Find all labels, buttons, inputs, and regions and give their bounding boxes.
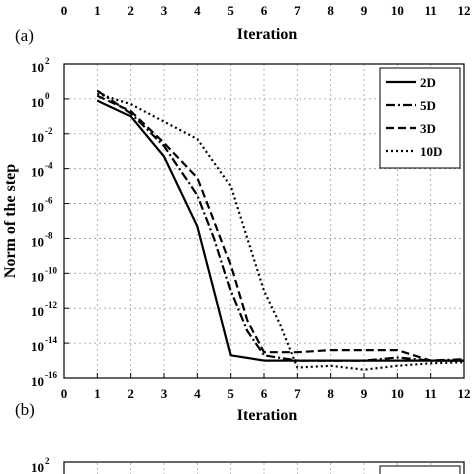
y-tick-label: 10 -12	[31, 300, 57, 319]
top-x-tick-label: 1	[94, 3, 101, 18]
top-x-tick-labels: 0 1 2 3 4 5 6 7 8 9 10 11 12	[61, 3, 471, 18]
y-tick-label: 10 -2	[31, 126, 53, 145]
y-tick-label: 10 -14	[31, 335, 57, 354]
y-tick-exponent: -14	[45, 335, 57, 345]
top-x-tick-label: 4	[194, 3, 201, 18]
y-tick-exponent: -10	[45, 265, 57, 275]
legend-label-10d: 10D	[420, 144, 442, 159]
grid-lines	[64, 64, 464, 378]
panel-label-b: (b)	[15, 400, 35, 419]
top-x-tick-label: 8	[327, 3, 334, 18]
x-tick-label: 4	[194, 386, 201, 401]
y-tick-label: 10 2	[31, 56, 50, 75]
y-tick-label: 10 -16	[31, 370, 57, 389]
y-tick-base: 10	[31, 60, 44, 75]
top-axis-label: Iteration	[237, 26, 298, 43]
y-tick-base: 10	[31, 130, 44, 145]
y-tick-base: 10	[31, 304, 44, 319]
top-x-tick-label: 2	[127, 3, 134, 18]
y-tick-label: 10 -8	[31, 230, 53, 249]
x-tick-label: 0	[61, 386, 68, 401]
panel-b-frame	[63, 461, 465, 474]
top-x-tick-label: 7	[294, 3, 301, 18]
legend-label-3d: 3D	[420, 121, 436, 136]
y-tick-base: 10	[31, 95, 44, 110]
legend: 2D 5D 3D 10D	[379, 67, 461, 169]
series-line-2d	[96, 99, 464, 362]
series-line-10d	[96, 92, 465, 371]
panel-label-a: (a)	[15, 26, 34, 45]
x-tick-label: 2	[127, 386, 134, 401]
top-x-tick-label: 5	[227, 3, 234, 18]
top-x-tick-label: 11	[425, 3, 437, 18]
series-line-5d	[96, 89, 465, 362]
y-tick-label: 10 -4	[31, 161, 53, 180]
x-tick-label: 12	[458, 386, 471, 401]
y-tick-exponent: 0	[45, 91, 50, 101]
y-tick-exponent: -4	[45, 161, 53, 171]
panel-b-y-tick: 10 2	[31, 456, 50, 474]
x-tick-label: 9	[361, 386, 368, 401]
x-tick-label: 1	[94, 386, 101, 401]
y-tick-exponent: -6	[45, 196, 53, 206]
top-x-tick-label: 0	[61, 3, 68, 18]
top-x-tick-label: 12	[458, 3, 471, 18]
legend-label-2d: 2D	[420, 75, 436, 90]
y-tick-exponent: 2	[45, 56, 50, 66]
svg-text:10: 10	[31, 460, 44, 474]
y-tick-base: 10	[31, 374, 44, 389]
x-axis-label: Iteration	[237, 407, 298, 424]
x-tick-labels: 0 1 2 3 4 5 6 7 8 9 10 11 12	[61, 373, 471, 401]
x-tick-label: 5	[227, 386, 234, 401]
x-tick-label: 3	[161, 386, 168, 401]
y-tick-base: 10	[31, 200, 44, 215]
y-tick-exponent: -12	[45, 300, 57, 310]
y-tick-exponent: -2	[45, 126, 53, 136]
y-tick-label: 10 -10	[31, 265, 57, 284]
x-tick-label: 11	[425, 386, 437, 401]
legend-box	[379, 67, 461, 169]
y-tick-base: 10	[31, 339, 44, 354]
top-x-tick-label: 6	[261, 3, 268, 18]
top-x-tick-label: 9	[361, 3, 368, 18]
top-x-tick-label: 10	[391, 3, 404, 18]
y-tick-exponent: -8	[45, 230, 53, 240]
y-tick-base: 10	[31, 234, 44, 249]
top-x-tick-label: 3	[161, 3, 168, 18]
x-tick-label: 8	[327, 386, 334, 401]
panel-b-legend-box	[379, 465, 461, 474]
x-tick-label: 6	[261, 386, 268, 401]
y-tick-exponent: -16	[45, 370, 57, 380]
y-axis-label: Norm of the step	[2, 164, 19, 278]
x-tick-label: 10	[391, 386, 404, 401]
y-tick-label: 10 0	[31, 91, 50, 110]
series-line-3d	[96, 94, 464, 362]
y-tick-base: 10	[31, 269, 44, 284]
legend-label-5d: 5D	[420, 98, 436, 113]
y-tick-base: 10	[31, 165, 44, 180]
y-tick-label: 10 -6	[31, 196, 53, 215]
x-tick-label: 7	[294, 386, 301, 401]
svg-text:2: 2	[45, 456, 50, 466]
series-lines	[96, 89, 465, 371]
